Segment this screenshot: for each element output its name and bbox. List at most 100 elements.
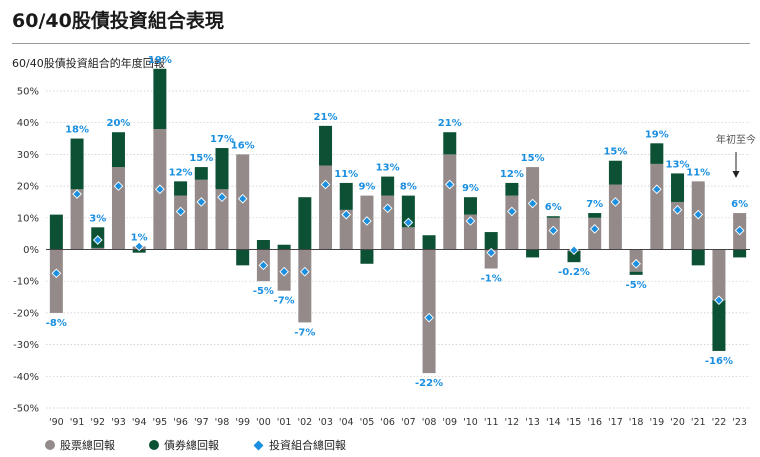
portfolio-data-label: 21%	[438, 118, 462, 129]
portfolio-data-label: 19%	[148, 55, 172, 66]
y-tick-label: -40%	[13, 372, 39, 383]
bond-bar	[588, 213, 602, 218]
legend-swatch-bond	[149, 440, 159, 450]
bond-bar	[422, 235, 436, 250]
portfolio-data-label: 9%	[462, 183, 479, 194]
portfolio-data-label: 15%	[603, 147, 627, 158]
portfolio-marker	[196, 197, 207, 207]
legend-label-stock: 股票總回報	[60, 439, 115, 452]
portfolio-data-label: 21%	[314, 112, 338, 123]
title-divider	[12, 43, 750, 44]
portfolio-marker	[92, 235, 103, 245]
stock-bar	[422, 249, 436, 374]
x-tick-label: '99	[235, 417, 250, 428]
portfolio-data-label: 12%	[500, 169, 524, 180]
portfolio-data-label: 13%	[666, 159, 690, 170]
x-tick-label: '16	[587, 417, 602, 428]
bond-bar	[360, 249, 374, 264]
portfolio-data-label: 16%	[231, 140, 255, 151]
bond-bar	[443, 132, 457, 155]
bond-bar	[526, 249, 540, 258]
portfolio-data-label: -5%	[253, 286, 274, 297]
portfolio-data-label: 6%	[545, 202, 562, 213]
stock-bar	[91, 247, 105, 250]
portfolio-marker	[424, 312, 434, 323]
portfolio-data-label: 7%	[586, 199, 603, 210]
bond-bar	[463, 197, 477, 215]
legend-label-bond: 債券總回報	[164, 439, 219, 452]
bond-bar	[691, 249, 705, 266]
bond-bar	[484, 232, 498, 250]
portfolio-marker	[72, 189, 82, 199]
x-tick-label: '05	[360, 417, 375, 428]
portfolio-data-label: 20%	[107, 118, 131, 129]
legend-item-stock: 股票總回報	[45, 437, 115, 453]
x-tick-label: '20	[670, 417, 685, 428]
portfolio-data-label: -7%	[294, 327, 315, 338]
bond-bar	[215, 148, 229, 190]
bond-bar	[381, 176, 395, 196]
x-tick-label: '03	[318, 417, 333, 428]
portfolio-marker	[155, 184, 165, 195]
stock-bar	[671, 201, 685, 250]
portfolio-marker	[382, 203, 393, 214]
x-tick-label: '10	[463, 417, 478, 428]
portfolio-data-label: 13%	[376, 163, 400, 174]
bond-bar	[712, 300, 726, 351]
portfolio-data-label: 8%	[400, 182, 417, 193]
x-tick-label: '01	[277, 417, 292, 428]
x-tick-label: '14	[546, 417, 561, 428]
portfolio-marker	[610, 197, 621, 207]
portfolio-marker	[320, 179, 331, 190]
stock-bar	[650, 163, 664, 250]
portfolio-data-label: -16%	[705, 356, 733, 367]
y-tick-label: 50%	[17, 87, 39, 98]
portfolio-marker	[279, 266, 289, 277]
legend-item-portfolio: 投資組合總回報	[253, 437, 346, 453]
bond-bar	[546, 216, 560, 218]
bond-bar	[111, 132, 125, 168]
stock-bar	[443, 154, 457, 250]
x-tick-label: '98	[215, 417, 230, 428]
bond-bar	[70, 138, 84, 190]
portfolio-marker	[651, 184, 662, 195]
portfolio-marker	[734, 225, 745, 236]
portfolio-data-label: 9%	[358, 182, 375, 193]
stock-bar	[339, 209, 353, 250]
portfolio-marker	[672, 205, 683, 215]
portfolio-data-label: -5%	[626, 280, 647, 291]
x-tick-label: '18	[629, 417, 644, 428]
y-tick-label: 40%	[17, 118, 39, 129]
portfolio-marker	[507, 206, 517, 217]
stock-bar	[49, 249, 63, 313]
y-tick-label: 30%	[17, 150, 39, 161]
portfolio-marker	[237, 193, 248, 204]
bond-bar	[49, 214, 63, 250]
portfolio-marker	[631, 258, 641, 269]
x-tick-label: '23	[732, 417, 747, 428]
x-tick-label: '08	[422, 417, 437, 428]
portfolio-marker	[714, 295, 724, 306]
page-title: 60/40股債投資組合表現	[12, 10, 224, 32]
ytd-arrow-head	[732, 171, 740, 178]
y-tick-label: 0%	[23, 245, 39, 256]
x-tick-label: '06	[380, 417, 395, 428]
x-tick-label: '11	[484, 417, 499, 428]
x-tick-label: '91	[70, 417, 85, 428]
y-tick-label: -30%	[13, 340, 39, 351]
x-tick-label: '93	[111, 417, 126, 428]
bond-bar	[505, 182, 519, 196]
x-tick-label: '13	[525, 417, 540, 428]
portfolio-marker	[341, 209, 352, 220]
portfolio-data-label: 17%	[210, 134, 234, 145]
x-tick-label: '04	[339, 417, 354, 428]
portfolio-data-label: 1%	[131, 232, 148, 243]
ytd-annotation: 年初至今	[716, 133, 756, 146]
stock-bar	[194, 179, 208, 250]
stock-bar	[401, 227, 415, 250]
legend-swatch-stock	[45, 440, 55, 450]
legend-item-bond: 債券總回報	[149, 437, 219, 453]
stock-bar	[174, 195, 188, 250]
x-tick-label: '09	[442, 417, 457, 428]
